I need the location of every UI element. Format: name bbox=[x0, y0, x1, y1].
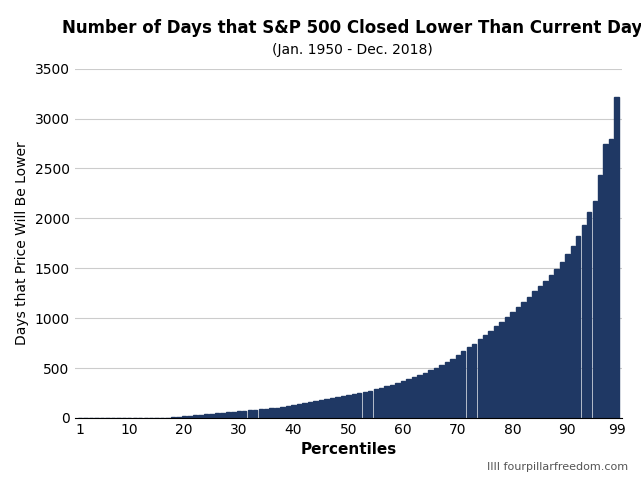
Bar bbox=[308, 402, 312, 418]
Bar bbox=[439, 364, 444, 418]
Bar bbox=[346, 396, 351, 418]
Bar bbox=[395, 383, 400, 418]
Bar bbox=[615, 96, 619, 418]
Bar bbox=[560, 262, 564, 418]
Bar bbox=[401, 381, 405, 418]
Bar bbox=[292, 405, 296, 418]
Bar bbox=[221, 413, 224, 418]
Bar bbox=[171, 417, 175, 418]
Bar bbox=[527, 297, 531, 418]
Bar bbox=[231, 412, 235, 418]
Bar bbox=[521, 302, 526, 418]
Bar bbox=[198, 415, 203, 418]
Bar bbox=[423, 373, 427, 418]
Bar bbox=[598, 175, 603, 418]
Bar bbox=[581, 226, 586, 418]
Text: Number of Days that S&P 500 Closed Lower Than Current Day: Number of Days that S&P 500 Closed Lower… bbox=[62, 19, 641, 37]
Bar bbox=[215, 414, 219, 418]
Bar bbox=[543, 281, 547, 418]
Bar bbox=[182, 416, 187, 418]
Bar bbox=[340, 397, 345, 418]
Bar bbox=[406, 379, 411, 418]
Bar bbox=[549, 275, 553, 418]
Bar bbox=[467, 347, 471, 418]
Bar bbox=[450, 359, 454, 418]
Bar bbox=[603, 144, 608, 418]
Bar bbox=[204, 415, 208, 418]
Bar bbox=[319, 401, 323, 418]
Bar bbox=[478, 339, 482, 418]
Bar bbox=[237, 412, 241, 418]
Bar bbox=[532, 291, 537, 418]
Bar bbox=[412, 377, 416, 418]
Bar bbox=[247, 411, 252, 418]
Bar bbox=[609, 138, 613, 418]
Bar bbox=[390, 385, 394, 418]
Bar bbox=[335, 398, 340, 418]
X-axis label: Percentiles: Percentiles bbox=[300, 442, 396, 457]
Bar bbox=[374, 389, 378, 418]
Bar bbox=[264, 409, 269, 418]
Bar bbox=[363, 392, 367, 418]
Bar bbox=[368, 390, 372, 418]
Bar bbox=[445, 362, 449, 418]
Bar bbox=[472, 344, 476, 418]
Bar bbox=[565, 254, 569, 418]
Bar bbox=[385, 386, 389, 418]
Bar bbox=[286, 406, 290, 418]
Bar bbox=[505, 317, 510, 418]
Bar bbox=[258, 410, 263, 418]
Bar bbox=[456, 355, 460, 418]
Bar bbox=[209, 414, 213, 418]
Bar bbox=[576, 236, 581, 418]
Bar bbox=[226, 413, 230, 418]
Bar bbox=[280, 407, 285, 418]
Bar bbox=[516, 307, 520, 418]
Bar bbox=[379, 388, 383, 418]
Bar bbox=[303, 403, 306, 418]
Bar bbox=[357, 393, 362, 418]
Y-axis label: Days that Price Will Be Lower: Days that Price Will Be Lower bbox=[15, 141, 29, 345]
Bar bbox=[417, 375, 422, 418]
Bar bbox=[554, 269, 558, 418]
Bar bbox=[538, 286, 542, 418]
Bar bbox=[329, 399, 334, 418]
Bar bbox=[275, 408, 279, 418]
Bar bbox=[324, 400, 329, 418]
Bar bbox=[297, 404, 301, 418]
Bar bbox=[253, 410, 258, 418]
Bar bbox=[176, 417, 181, 418]
Bar bbox=[187, 416, 192, 418]
Bar bbox=[193, 415, 197, 418]
Bar bbox=[592, 201, 597, 418]
Bar bbox=[428, 370, 433, 418]
Bar bbox=[461, 351, 465, 418]
Bar bbox=[510, 312, 515, 418]
Bar bbox=[483, 335, 487, 418]
Bar bbox=[434, 368, 438, 418]
Bar bbox=[587, 213, 592, 418]
Bar bbox=[269, 408, 274, 418]
Bar bbox=[488, 331, 493, 418]
Text: IIII fourpillarfreedom.com: IIII fourpillarfreedom.com bbox=[487, 462, 628, 472]
Bar bbox=[242, 411, 247, 418]
Bar bbox=[494, 326, 498, 418]
Bar bbox=[570, 246, 575, 418]
Bar bbox=[352, 394, 356, 418]
Text: (Jan. 1950 - Dec. 2018): (Jan. 1950 - Dec. 2018) bbox=[272, 43, 433, 57]
Bar bbox=[499, 321, 504, 418]
Bar bbox=[313, 402, 318, 418]
